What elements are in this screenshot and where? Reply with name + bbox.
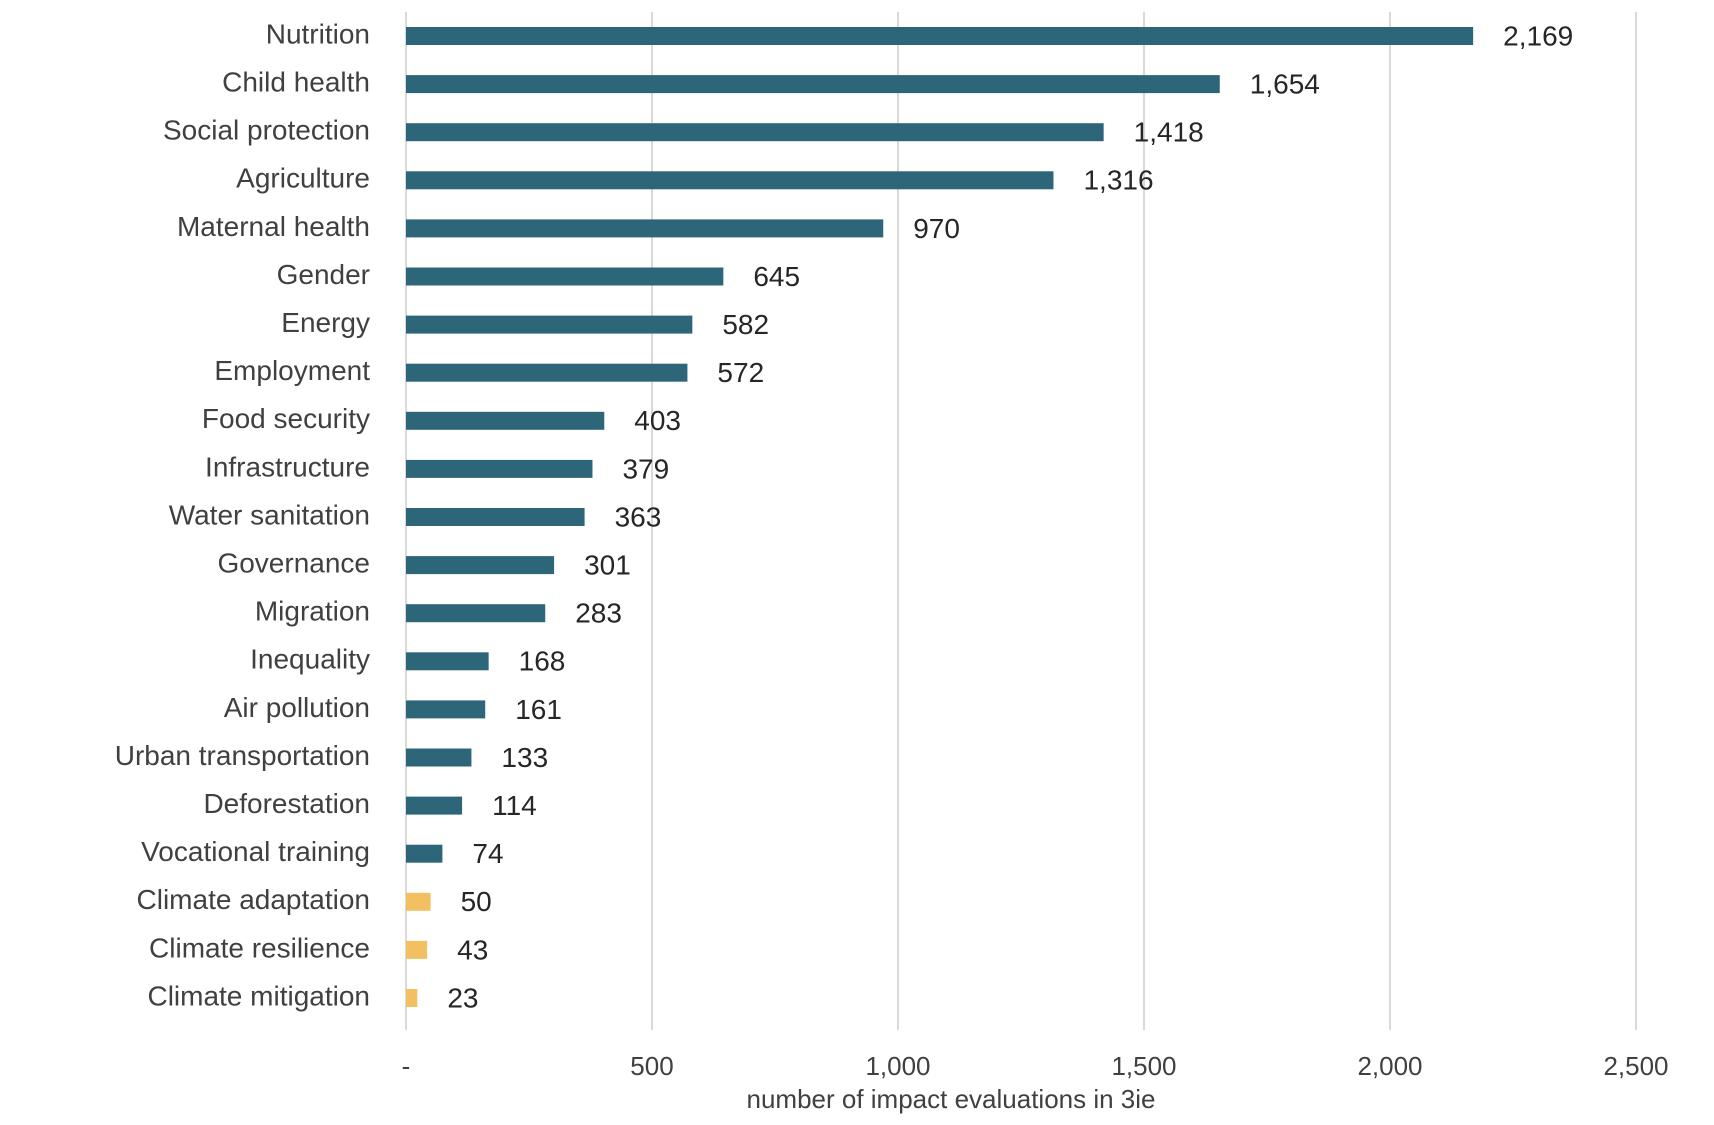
value-labels: 2,169 1,654 1,418 1,316 970 645 582 572 403 379 36…: [447, 20, 1573, 1013]
bar: [406, 267, 724, 286]
category-label: Deforestation: [203, 788, 370, 819]
category-label: Climate adaptation: [137, 884, 370, 915]
x-tick-label: 2,000: [1357, 1051, 1422, 1081]
data-label: 1,418: [1134, 117, 1204, 148]
bar: [406, 796, 463, 815]
data-label: 970: [913, 213, 960, 244]
bar: [406, 652, 489, 671]
category-label: Infrastructure: [205, 451, 370, 482]
category-label: Child health: [222, 66, 370, 97]
data-label: 379: [622, 453, 669, 484]
bar: [406, 556, 555, 575]
category-label: Gender: [277, 259, 370, 290]
data-label: 161: [515, 694, 562, 725]
category-label: Climate resilience: [149, 932, 370, 963]
x-tick-label: 500: [630, 1051, 673, 1081]
category-label: Social protection: [163, 115, 370, 146]
category-label: Energy: [281, 307, 370, 338]
bar: [406, 171, 1054, 190]
category-label: Climate mitigation: [147, 980, 370, 1011]
x-tick-label: 1,000: [865, 1051, 930, 1081]
data-label: 43: [457, 934, 488, 965]
bar: [406, 508, 585, 526]
data-label: 283: [575, 598, 622, 629]
data-label: 645: [753, 261, 800, 292]
category-label: Water sanitation: [169, 499, 370, 530]
category-label: Migration: [255, 596, 370, 627]
bars: [406, 27, 1474, 1007]
bar: [406, 123, 1104, 142]
bar: [406, 27, 1474, 45]
data-label: 1,316: [1083, 165, 1153, 196]
bar: [406, 604, 546, 623]
category-label: Air pollution: [224, 692, 370, 723]
category-label: Inequality: [250, 644, 370, 675]
data-label: 50: [461, 886, 492, 917]
data-label: 114: [492, 790, 537, 821]
bar: [406, 75, 1220, 94]
data-label: 133: [501, 742, 548, 773]
data-label: 168: [519, 646, 566, 677]
bar: [406, 940, 428, 959]
category-label: Governance: [217, 547, 370, 578]
bar: [406, 459, 593, 478]
data-label: 403: [634, 405, 681, 436]
bar: [406, 363, 688, 382]
data-label: 301: [584, 549, 631, 580]
bar: [406, 748, 472, 767]
data-label: 23: [447, 982, 478, 1013]
category-label: Maternal health: [177, 211, 370, 242]
bar: [406, 411, 605, 430]
x-tick-label: 2,500: [1603, 1051, 1668, 1081]
x-axis-title: number of impact evaluations in 3ie: [746, 1084, 1155, 1114]
bar: [406, 315, 693, 334]
category-label: Nutrition: [266, 18, 370, 49]
data-label: 74: [472, 838, 503, 869]
gridlines: [405, 12, 1637, 1030]
x-tick-label: -: [402, 1051, 411, 1081]
bar: [406, 700, 486, 719]
data-label: 582: [722, 309, 769, 340]
category-label: Employment: [214, 355, 370, 386]
data-label: 572: [717, 357, 764, 388]
category-label: Vocational training: [141, 836, 370, 867]
x-tick-labels: - 500 1,000 1,500 2,000 2,500: [402, 1051, 1669, 1081]
data-label: 363: [615, 501, 662, 532]
category-label: Food security: [202, 403, 370, 434]
category-label: Agriculture: [236, 163, 370, 194]
category-labels: Nutrition Child health Social protection Ag…: [115, 18, 370, 1011]
data-label: 2,169: [1503, 20, 1573, 51]
data-label: 1,654: [1250, 68, 1320, 99]
bar: [406, 892, 431, 911]
x-tick-label: 1,500: [1111, 1051, 1176, 1081]
bar: [406, 219, 884, 238]
category-label: Urban transportation: [115, 740, 370, 771]
bar: [406, 844, 443, 863]
bar: [406, 989, 418, 1007]
